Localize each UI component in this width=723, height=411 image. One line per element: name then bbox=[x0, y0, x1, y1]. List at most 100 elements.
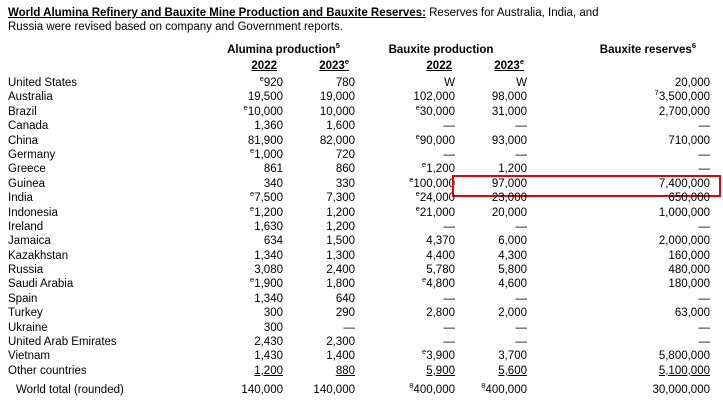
header-spacer bbox=[8, 58, 212, 74]
table-row: Other countries 1,200 880 5,900 5,600 5,100,0… bbox=[8, 364, 718, 378]
value-cell: 1,630 bbox=[254, 220, 283, 233]
value-cell: 1,600 bbox=[326, 120, 355, 133]
value-cell: — bbox=[343, 321, 356, 334]
value-cell: — bbox=[698, 148, 711, 161]
value-cell: 73,500,000 bbox=[654, 88, 710, 104]
table-row: Turkey 300 290 2,800 2,000 63,000 bbox=[8, 306, 718, 320]
value-cell: 1,360 bbox=[254, 120, 283, 133]
document-page: World Alumina Refinery and Bauxite Mine … bbox=[8, 7, 721, 398]
value-cell: 290 bbox=[335, 307, 355, 320]
value-cell: 640 bbox=[335, 292, 355, 305]
country-cell: Other countries bbox=[8, 364, 87, 377]
table-row: United States e920 780 W W 20,000 bbox=[8, 75, 718, 90]
value-cell: 330 bbox=[335, 177, 355, 190]
value-cell: 1,800 bbox=[326, 278, 355, 291]
value-cell: 31,000 bbox=[491, 105, 527, 118]
value-cell: 1,200 bbox=[254, 364, 283, 377]
value-cell: 140,000 bbox=[313, 384, 355, 397]
value-cell: — bbox=[698, 120, 711, 133]
value-cell: 1,200 bbox=[498, 163, 527, 176]
header-spacer bbox=[527, 58, 710, 74]
value-cell: 860 bbox=[335, 163, 355, 176]
value-cell: e1,900 bbox=[250, 275, 283, 291]
value-cell: 5,780 bbox=[426, 264, 455, 277]
value-cell: 2,300 bbox=[326, 336, 355, 349]
value-cell: — bbox=[443, 292, 456, 305]
value-cell: 340 bbox=[263, 177, 283, 190]
value-cell: 1,400 bbox=[326, 350, 355, 363]
title-heading: World Alumina Refinery and Bauxite Mine … bbox=[8, 7, 426, 19]
table-row: China 81,900 82,000 e90,000 93,000 710,000 bbox=[8, 132, 718, 148]
value-cell: 1,340 bbox=[254, 292, 283, 305]
value-cell: — bbox=[698, 321, 711, 334]
value-cell: 861 bbox=[263, 163, 283, 176]
alumina-production-label: Alumina production bbox=[227, 44, 336, 56]
value-cell: 7,300 bbox=[326, 192, 355, 205]
value-cell: 1,000,000 bbox=[658, 206, 710, 219]
bauxite-production-header: Bauxite production bbox=[355, 43, 527, 58]
production-table: Alumina production5 Bauxite production B… bbox=[8, 41, 721, 398]
value-cell: 82,000 bbox=[319, 134, 355, 147]
country-cell: Vietnam bbox=[8, 350, 50, 363]
country-cell: Ukraine bbox=[8, 321, 48, 334]
value-cell: e24,000 bbox=[415, 189, 455, 205]
value-cell: e3,900 bbox=[422, 347, 455, 363]
bauxite-reserves-footnote: 6 bbox=[691, 41, 696, 51]
value-cell: 5,900 bbox=[426, 364, 455, 377]
value-cell: 160,000 bbox=[668, 249, 710, 262]
country-cell: Ireland bbox=[8, 220, 44, 233]
alumina-production-footnote: 5 bbox=[335, 41, 340, 51]
value-cell: W bbox=[516, 77, 527, 89]
value-cell: 19,000 bbox=[319, 91, 355, 104]
country-cell: United Arab Emirates bbox=[8, 336, 117, 349]
year-label: 2022 bbox=[251, 60, 277, 72]
value-cell: e100,000 bbox=[409, 174, 455, 190]
value-cell: 81,900 bbox=[247, 134, 283, 147]
value-cell: — bbox=[698, 292, 711, 305]
value-cell: 3,700 bbox=[498, 350, 527, 363]
country-cell: United States bbox=[8, 77, 78, 89]
header-spacer bbox=[8, 43, 212, 58]
value-cell: 1,500 bbox=[326, 235, 355, 248]
value-cell: 4,300 bbox=[498, 249, 527, 262]
value-cell: 1,200 bbox=[326, 206, 355, 219]
value-cell: 1,430 bbox=[254, 350, 283, 363]
value-cell: 20,000 bbox=[674, 77, 710, 89]
value-cell: 880 bbox=[335, 364, 355, 377]
value-cell: — bbox=[443, 220, 456, 233]
country-cell: Turkey bbox=[8, 307, 43, 320]
year-label: 2023e bbox=[319, 57, 349, 72]
value-cell: 1,300 bbox=[326, 249, 355, 262]
value-cell: 780 bbox=[335, 77, 355, 89]
table-row: Canada 1,360 1,600 — — — bbox=[8, 119, 718, 133]
country-cell: Kazakhstan bbox=[8, 249, 69, 262]
table-row: Ireland 1,630 1,200 — — — bbox=[8, 220, 718, 234]
country-cell: Saudi Arabia bbox=[8, 278, 74, 291]
alumina-2022-header: 2022 bbox=[212, 58, 283, 74]
table-row: United Arab Emirates 2,430 2,300 — — — bbox=[8, 335, 718, 349]
value-cell: e21,000 bbox=[415, 203, 455, 219]
value-cell: e30,000 bbox=[415, 102, 455, 118]
value-cell: — bbox=[443, 120, 456, 133]
value-cell: 23,000 bbox=[491, 192, 527, 205]
value-cell: 93,000 bbox=[491, 134, 527, 147]
bauxite-2022-header: 2022 bbox=[355, 58, 455, 74]
bauxite-reserves-label: Bauxite reserves bbox=[599, 44, 692, 56]
value-cell: 8400,000 bbox=[409, 381, 455, 397]
table-body: United States e920 780 W W 20,000 Australia 19,… bbox=[8, 75, 721, 398]
value-cell: 180,000 bbox=[668, 278, 710, 291]
table-row: India e7,500 7,300 e24,000 23,000 650,000 bbox=[8, 189, 718, 205]
value-cell: — bbox=[698, 163, 711, 176]
value-cell: 20,000 bbox=[491, 206, 527, 219]
value-cell: 8400,000 bbox=[481, 381, 527, 397]
value-cell: W bbox=[444, 77, 455, 89]
country-cell: China bbox=[8, 134, 39, 147]
value-cell: 300 bbox=[263, 307, 283, 320]
value-cell: e10,000 bbox=[243, 102, 283, 118]
table-row: Jamaica 634 1,500 4,370 6,000 2,000,000 bbox=[8, 234, 718, 248]
value-cell: 650,000 bbox=[668, 192, 710, 205]
value-cell: e1,200 bbox=[422, 160, 455, 176]
value-cell: 4,400 bbox=[426, 249, 455, 262]
value-cell: 10,000 bbox=[319, 105, 355, 118]
bauxite-production-label: Bauxite production bbox=[388, 44, 494, 56]
